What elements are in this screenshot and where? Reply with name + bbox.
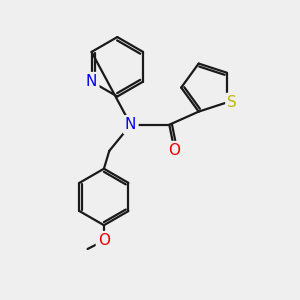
- Text: O: O: [98, 233, 110, 248]
- Text: N: N: [86, 74, 97, 89]
- Text: S: S: [227, 95, 237, 110]
- Text: N: N: [125, 117, 136, 132]
- Text: O: O: [168, 143, 180, 158]
